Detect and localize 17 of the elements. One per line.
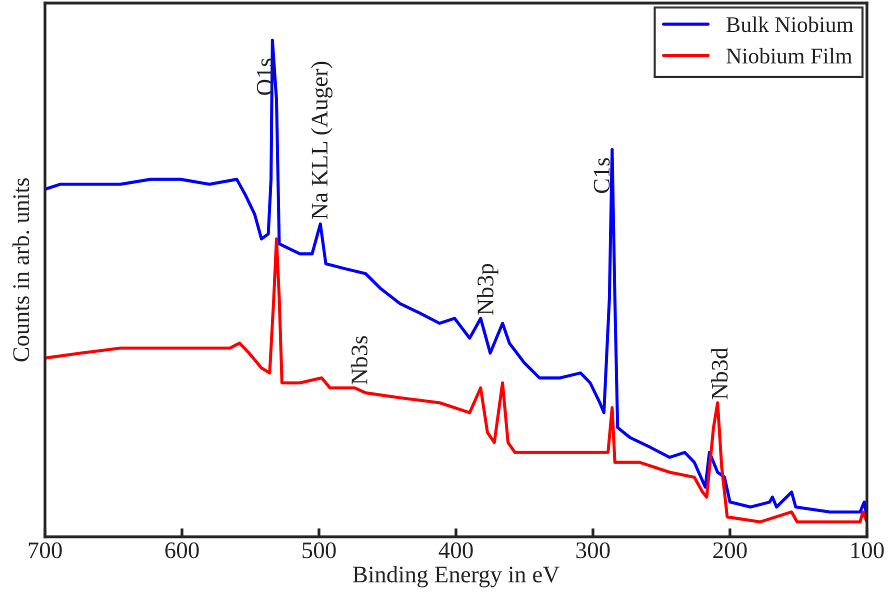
annotation: Nb3s bbox=[350, 336, 368, 384]
annotation: O1s bbox=[256, 58, 273, 95]
annotation: Nb3p bbox=[476, 264, 498, 315]
annotation: C1s bbox=[594, 158, 610, 193]
x-tick-label: 600 bbox=[165, 542, 199, 558]
x-tick-label: 200 bbox=[713, 542, 747, 558]
x-tick-label: 300 bbox=[576, 542, 610, 558]
x-tick-label: 500 bbox=[302, 542, 336, 558]
x-tick-label: 400 bbox=[438, 542, 473, 558]
annotation: Na KLL (Auger) bbox=[310, 62, 332, 220]
legend-label: Niobium Film bbox=[726, 48, 852, 64]
legend-label: Bulk Niobium bbox=[726, 16, 854, 32]
x-tick-label: 700 bbox=[28, 542, 62, 558]
x-tick-label: 100 bbox=[851, 542, 884, 558]
annotation: Nb3d bbox=[711, 348, 728, 400]
y-axis-title: Counts in arb. units bbox=[12, 178, 30, 362]
x-axis-title: Binding Energy in eV bbox=[352, 566, 560, 588]
